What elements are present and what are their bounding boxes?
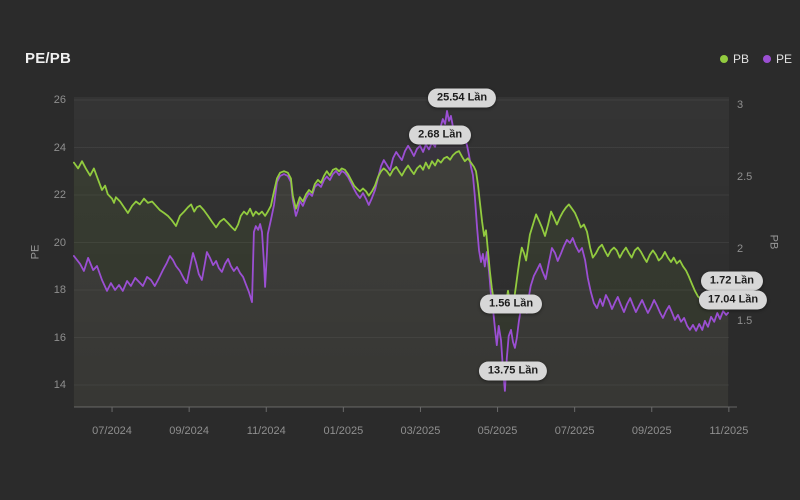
- chart-legend: PB PE: [719, 52, 792, 66]
- x-axis-tick-label: 07/2024: [92, 425, 132, 437]
- pe-axis-tick-label: 24: [53, 141, 66, 154]
- pb-axis-tick-label: 3: [737, 99, 744, 111]
- pb-area: [73, 151, 729, 407]
- value-pill: 1.72 Lần: [700, 271, 763, 291]
- value-pill: 17.04 Lần: [699, 290, 768, 310]
- value-pill: 13.75 Lần: [478, 361, 548, 381]
- x-axis-tick-label: 01/2025: [323, 425, 364, 437]
- x-axis-tick-label: 09/2025: [631, 425, 672, 437]
- chart-title: PE/PB: [25, 50, 72, 67]
- pb-line[interactable]: [73, 150, 729, 314]
- legend-label-pe: PE: [775, 52, 792, 66]
- value-pill: 25.54 Lần: [428, 88, 497, 108]
- x-axis-tick-label: 05/2025: [477, 425, 518, 437]
- pe-axis-tick-label: 20: [53, 236, 66, 249]
- pe-area: [73, 110, 729, 408]
- pb-axis-tick-label: 1.5: [737, 315, 753, 327]
- pb-axis-tick-label: 2.5: [737, 171, 753, 183]
- legend-label-pb: PB: [732, 52, 749, 66]
- plot-area: [74, 97, 729, 407]
- x-axis-tick-label: 11/2024: [246, 425, 286, 437]
- x-axis-tick-label: 07/2025: [554, 425, 595, 437]
- x-axis-tick-label: 11/2025: [709, 425, 749, 437]
- value-pill: 2.68 Lần: [409, 125, 472, 145]
- pe-axis-tick-label: 22: [53, 189, 66, 201]
- legend-item-pb[interactable]: PB: [719, 52, 749, 66]
- value-pill: 1.56 Lần: [480, 294, 543, 314]
- pb-legend-dot-icon: [719, 55, 728, 63]
- pb-axis-tick-label: 2: [737, 243, 744, 255]
- pe-axis-tick-label: 18: [53, 284, 66, 296]
- pe-legend-dot-icon: [762, 55, 771, 63]
- x-axis-tick-label: 09/2024: [169, 425, 210, 437]
- x-axis-tick-label: 03/2025: [400, 425, 441, 437]
- pe-axis-tick-label: 14: [53, 379, 66, 391]
- legend-item-pe[interactable]: PE: [762, 52, 792, 66]
- pe-axis-tick-label: 26: [53, 94, 66, 106]
- pe-axis-tick-label: 16: [53, 331, 66, 344]
